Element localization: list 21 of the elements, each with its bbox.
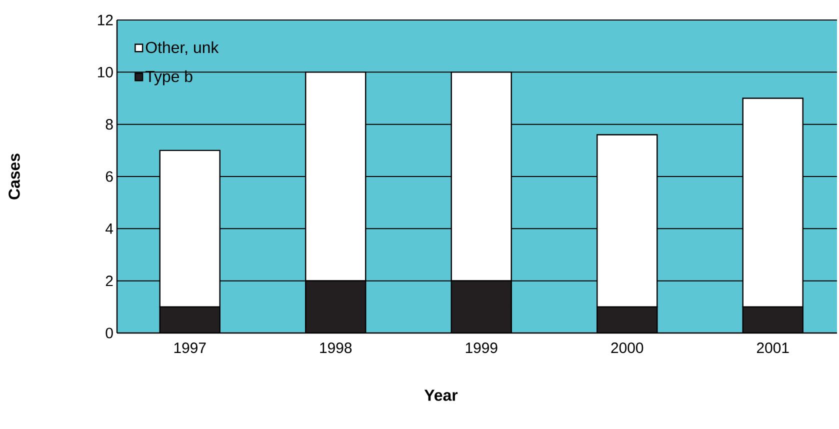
legend-label: Other, unk (146, 41, 219, 55)
x-axis-title: Year (424, 390, 458, 401)
y-tick-label: 6 (106, 171, 113, 182)
x-tick-label: 2001 (757, 342, 789, 354)
y-tick-label: 12 (98, 14, 113, 26)
y-tick-label: 2 (106, 276, 113, 286)
bar (306, 280, 366, 333)
legend-label: Type b (146, 70, 192, 86)
bar (451, 280, 512, 333)
bar (597, 306, 658, 333)
x-tick-label: 2000 (611, 342, 644, 354)
y-tick-label: 8 (106, 119, 113, 130)
x-tick-label: 1998 (320, 342, 352, 354)
y-tick-label: 4 (106, 224, 114, 234)
bar (160, 306, 220, 333)
y-axis-title: Cases (8, 154, 20, 200)
x-tick-label: 1997 (174, 342, 206, 354)
bar (742, 306, 804, 333)
y-tick-label: 0 (106, 328, 113, 338)
x-tick-label: 1999 (466, 342, 498, 354)
y-tick-label: 10 (98, 66, 113, 78)
